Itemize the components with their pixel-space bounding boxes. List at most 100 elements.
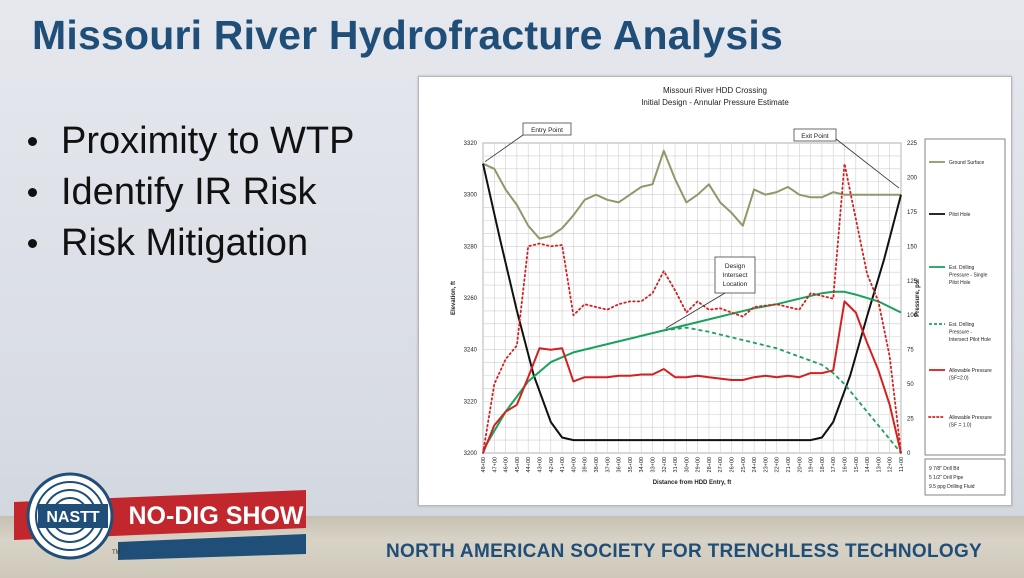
x-tick-label: 34+00 xyxy=(639,457,645,472)
y2-tick-label: 0 xyxy=(907,451,911,457)
legend-label-4: (SF=2.0) xyxy=(949,376,969,382)
chart-title: Missouri River HDD Crossing xyxy=(663,86,767,95)
y2-tick-label: 125 xyxy=(907,279,918,285)
logo-org-plate xyxy=(38,504,108,528)
x-tick-label: 48+00 xyxy=(481,457,487,472)
legend-label-2: Pressure - Single xyxy=(949,273,988,279)
bullet-dot xyxy=(28,239,37,248)
x-tick-label: 13+00 xyxy=(876,457,882,472)
bullet-text: Proximity to WTP xyxy=(61,120,355,162)
legend-label-3: Est. Drilling xyxy=(949,322,975,328)
exit-point-label: Exit Point xyxy=(801,133,829,140)
y2-tick-label: 175 xyxy=(907,210,918,216)
legend-label-3: Pressure - xyxy=(949,330,972,336)
x-tick-label: 15+00 xyxy=(854,457,860,472)
nastt-no-dig-logo: NASTT NO-DIG SHOW TM xyxy=(14,472,306,560)
y2-tick-label: 225 xyxy=(907,141,918,147)
y2-tick-label: 100 xyxy=(907,313,918,319)
entry-point-label: Entry Point xyxy=(531,127,563,134)
bullet-list: Proximity to WTP Identify IR Risk Risk M… xyxy=(28,116,354,269)
bullet-item: Identify IR Risk xyxy=(28,167,354,218)
x-tick-label: 35+00 xyxy=(628,457,634,472)
entry-point-arrow xyxy=(484,134,524,162)
x-tick-label: 41+00 xyxy=(560,457,566,472)
x-tick-label: 30+00 xyxy=(684,457,690,472)
x-tick-label: 33+00 xyxy=(650,457,656,472)
note-text: 9.5 ppg Drilling Fluid xyxy=(929,484,975,490)
series-line-2 xyxy=(482,290,902,451)
x-tick-label: 21+00 xyxy=(786,457,792,472)
y-axis-label: Elevation, ft xyxy=(451,281,457,315)
x-tick-label: 32+00 xyxy=(662,457,668,472)
x-tick-label: 17+00 xyxy=(831,457,837,472)
x-tick-label: 46+00 xyxy=(504,457,510,472)
y2-tick-label: 50 xyxy=(907,382,914,388)
x-tick-label: 39+00 xyxy=(583,457,589,472)
bullet-text: Identify IR Risk xyxy=(61,171,317,213)
x-tick-label: 24+00 xyxy=(752,457,758,472)
x-tick-label: 23+00 xyxy=(763,457,769,472)
y2-tick-label: 150 xyxy=(907,244,918,250)
intersect-box xyxy=(714,256,756,294)
intersect-label: Intersect xyxy=(723,272,748,279)
bullet-dot xyxy=(28,188,37,197)
bullet-text: Risk Mitigation xyxy=(61,222,309,264)
y-tick-label: 3320 xyxy=(464,141,478,147)
y-tick-label: 3240 xyxy=(464,348,478,354)
x-axis-label: Distance from HDD Entry, ft xyxy=(653,480,732,486)
y2-tick-label: 25 xyxy=(907,417,914,423)
y-tick-label: 3260 xyxy=(464,296,478,302)
legend-label-4: Allowable Pressure xyxy=(949,368,992,374)
note-text: 9 7/8" Drill Bit xyxy=(929,466,960,472)
x-tick-label: 12+00 xyxy=(888,457,894,472)
logo-org-text: NASTT xyxy=(46,509,100,526)
x-tick-label: 40+00 xyxy=(571,457,577,472)
x-tick-label: 11+00 xyxy=(899,457,905,472)
legend-label-1: Pilot Hole xyxy=(949,212,971,218)
x-tick-label: 38+00 xyxy=(594,457,600,472)
series-line-5 xyxy=(482,162,902,454)
y2-tick-label: 75 xyxy=(907,348,914,354)
chart-subtitle: Initial Design - Annular Pressure Estima… xyxy=(641,98,789,107)
logo-event-text: NO-DIG SHOW xyxy=(129,502,304,530)
x-tick-label: 36+00 xyxy=(617,457,623,472)
trademark-mark: TM xyxy=(112,550,121,556)
y2-tick-label: 200 xyxy=(907,175,918,181)
notes-box xyxy=(924,458,1006,496)
y-tick-label: 3280 xyxy=(464,244,478,250)
legend-label-3: Intersect Pilot Hole xyxy=(949,337,991,343)
series-line-0 xyxy=(482,149,901,240)
exit-point-arrow xyxy=(835,138,900,189)
series-line-4 xyxy=(482,300,902,454)
x-tick-label: 20+00 xyxy=(797,457,803,472)
x-tick-label: 14+00 xyxy=(865,457,871,472)
x-tick-label: 26+00 xyxy=(730,457,736,472)
legend-label-2: Est. Drilling xyxy=(949,265,975,271)
y-tick-label: 3220 xyxy=(464,399,478,405)
x-tick-label: 16+00 xyxy=(843,457,849,472)
slide-title: Missouri River Hydrofracture Analysis xyxy=(32,12,783,58)
intersect-label: Design xyxy=(725,263,746,270)
x-tick-label: 18+00 xyxy=(820,457,826,472)
y2-axis-label: Pressure, psi xyxy=(915,279,921,317)
entry-point-box xyxy=(522,122,572,136)
footer-org-name: NORTH AMERICAN SOCIETY FOR TRENCHLESS TE… xyxy=(386,541,983,562)
x-tick-label: 22+00 xyxy=(775,457,781,472)
x-tick-label: 25+00 xyxy=(741,457,747,472)
x-tick-label: 42+00 xyxy=(549,457,555,472)
legend-box xyxy=(924,138,1006,456)
x-tick-label: 27+00 xyxy=(718,457,724,472)
logo-stripe xyxy=(118,534,306,560)
x-tick-label: 28+00 xyxy=(707,457,713,472)
legend-label-0: Ground Surface xyxy=(949,160,985,166)
legend-label-5: Allowable Pressure xyxy=(949,415,992,421)
legend-label-5: (SF = 1.0) xyxy=(949,423,972,429)
chart-frame: Missouri River HDD Crossing Initial Desig… xyxy=(418,76,1012,506)
x-tick-label: 43+00 xyxy=(537,457,543,472)
intersect-arrow xyxy=(665,292,726,329)
x-tick-label: 29+00 xyxy=(696,457,702,472)
y-tick-label: 3200 xyxy=(464,451,478,457)
hdd-pressure-chart: Missouri River HDD Crossing Initial Desig… xyxy=(451,86,1006,496)
x-tick-label: 19+00 xyxy=(809,457,815,472)
x-tick-label: 47+00 xyxy=(492,457,498,472)
